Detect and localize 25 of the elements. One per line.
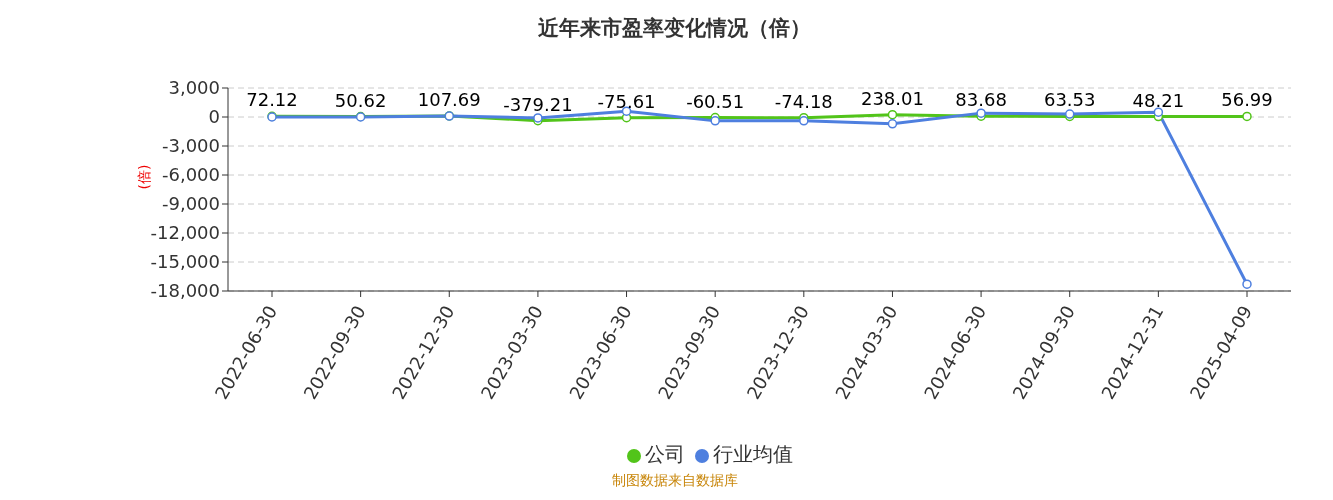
data-label: 83.68 [955, 89, 1007, 111]
data-label: 72.12 [246, 89, 298, 111]
data-label: -379.21 [503, 93, 573, 115]
y-tick-label: -3,000 [161, 135, 220, 157]
data-label: 238.01 [860, 87, 924, 109]
text: 制图数据来自数据库 [610, 472, 739, 490]
y-tick-label: 3,000 [168, 77, 220, 99]
legend-label: 行业均值 [712, 442, 793, 466]
y-tick-label: -12,000 [150, 222, 220, 244]
legend-label: 公司 [644, 442, 685, 466]
data-label: -60.51 [686, 90, 745, 112]
data-label: -75.61 [597, 90, 656, 112]
data-label: 50.62 [334, 89, 387, 111]
y-tick-label: -9,000 [161, 193, 220, 215]
y-tick-label: 0 [208, 106, 220, 128]
chart-title: 近年来市盈率变化情况（倍） [537, 15, 812, 42]
data-label: 107.69 [417, 88, 481, 110]
y-tick-label: -18,000 [150, 280, 220, 302]
y-tick-label: -6,000 [161, 164, 220, 186]
data-label: 63.53 [1043, 89, 1096, 111]
y-axis-title: (倍) [135, 164, 152, 190]
data-label: -74.18 [774, 90, 833, 112]
data-label: 56.99 [1221, 89, 1273, 111]
data-label: 48.21 [1132, 89, 1185, 111]
y-tick-label: -15,000 [150, 251, 220, 273]
